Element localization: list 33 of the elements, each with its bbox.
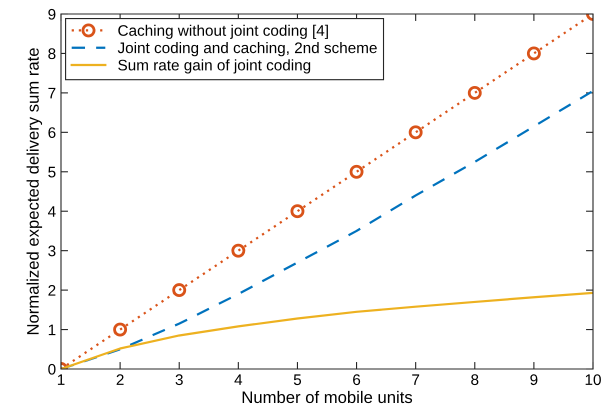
y-tick-label: 1 bbox=[48, 324, 56, 336]
y-tick-label: 9 bbox=[48, 8, 56, 20]
y-tick-label: 7 bbox=[48, 88, 56, 98]
point bbox=[172, 283, 186, 298]
point bbox=[526, 46, 541, 60]
y-tick-label: 3 bbox=[48, 246, 56, 256]
legend-label: Caching without joint coding [4] bbox=[118, 24, 328, 39]
point bbox=[113, 322, 128, 336]
x-tick-label: 3 bbox=[176, 374, 183, 386]
point bbox=[290, 204, 304, 218]
x-axis-title: Number of mobile units bbox=[242, 390, 412, 404]
y-tick-label: 0 bbox=[48, 364, 56, 375]
legend-label: Sum rate gain of joint coding bbox=[118, 59, 310, 74]
x-tick-label: 8 bbox=[471, 374, 478, 386]
y-tick-label: 6 bbox=[48, 127, 56, 138]
x-tick-label: 10 bbox=[586, 374, 601, 386]
y-tick-label: 8 bbox=[48, 48, 56, 60]
x-tick-label: 5 bbox=[294, 374, 302, 386]
x-tick-label: 4 bbox=[234, 374, 242, 385]
y-tick-label: 2 bbox=[48, 284, 56, 296]
x-tick-label: 6 bbox=[353, 374, 360, 386]
point bbox=[350, 164, 364, 179]
point bbox=[231, 244, 246, 258]
point bbox=[408, 125, 423, 140]
legend-label: Joint coding and caching, 2nd scheme bbox=[118, 42, 377, 56]
y-tick-label: 4 bbox=[48, 206, 56, 217]
x-tick-label: 9 bbox=[530, 374, 538, 386]
x-tick-label: 2 bbox=[116, 374, 124, 385]
y-tick-label: 5 bbox=[48, 166, 56, 178]
x-tick-label: 1 bbox=[58, 374, 65, 385]
y-axis-title: Normalized expected delivery sum rate bbox=[26, 48, 42, 334]
point bbox=[468, 86, 482, 100]
x-tick-label: 7 bbox=[412, 374, 420, 385]
